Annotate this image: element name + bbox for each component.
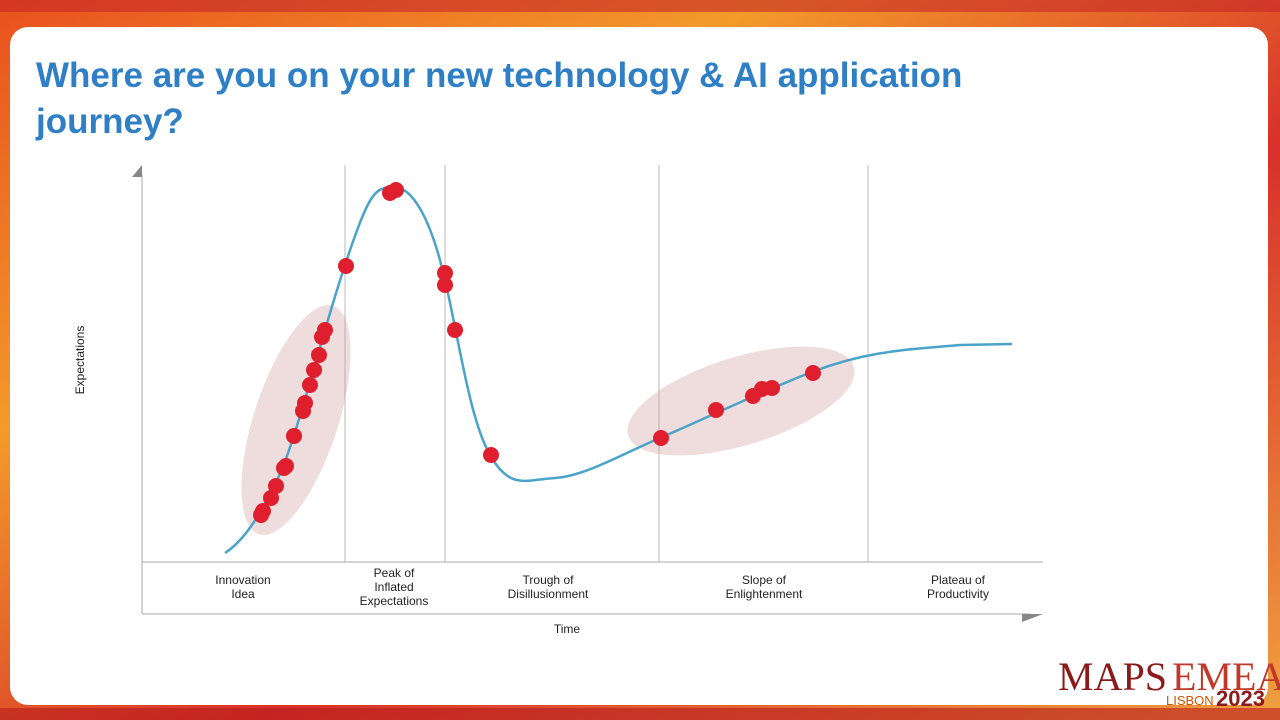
phase-label: Peak of Inflated Expectations (360, 566, 429, 608)
phase-label-line: Enlightenment (726, 587, 803, 601)
dot (278, 458, 294, 474)
dot (286, 428, 302, 444)
phase-label-line: Peak of (374, 566, 415, 580)
dot (263, 490, 279, 506)
y-axis-label: Expectations (73, 326, 87, 395)
x-arrow (1022, 614, 1043, 622)
response-dots (253, 182, 821, 523)
logo-region: EMEA (1172, 654, 1280, 699)
dot (317, 322, 333, 338)
phase-label-line: Expectations (360, 594, 429, 608)
highlight-ellipse (241, 305, 351, 535)
phase-label-line: Plateau of (931, 573, 986, 587)
logo-brand: MAPS (1058, 654, 1167, 699)
dot (437, 277, 453, 293)
dot (764, 380, 780, 396)
x-axis-label: Time (554, 622, 581, 636)
phase-labels: Innovation Idea Peak of Inflated Expectation… (215, 566, 989, 608)
logo: MAPS EMEA LISBON 2023 (1058, 654, 1280, 711)
frame-stripe (0, 708, 1280, 720)
logo-year: 2023 (1216, 686, 1265, 711)
phase-label: Innovation Idea (215, 573, 270, 601)
dot (338, 258, 354, 274)
dot (805, 365, 821, 381)
phase-label-line: Innovation (215, 573, 270, 587)
dividers (344, 165, 869, 562)
phase-label: Plateau of Productivity (927, 573, 989, 601)
dot (483, 447, 499, 463)
dot (653, 430, 669, 446)
dot (268, 478, 284, 494)
phase-label-line: Idea (231, 587, 255, 601)
dot (255, 503, 271, 519)
slide-title: Where are you on your new technology & A… (35, 56, 972, 141)
slide-card (10, 27, 1268, 705)
phase-label-line: Inflated (374, 580, 413, 594)
dot (302, 377, 318, 393)
dot (297, 395, 313, 411)
title-line: Where are you on your new technology & A… (36, 56, 962, 95)
dot (437, 265, 453, 281)
dot (708, 402, 724, 418)
dot (311, 347, 327, 363)
y-arrow (132, 165, 142, 177)
phase-label-line: Slope of (742, 573, 787, 587)
dot (447, 322, 463, 338)
phase-label-line: Productivity (927, 587, 989, 601)
logo-city: LISBON (1166, 693, 1214, 708)
phase-label: Trough of Disillusionment (508, 573, 589, 601)
phase-label: Slope of Enlightenment (726, 573, 803, 601)
dot (388, 182, 404, 198)
frame-stripe (0, 0, 1280, 12)
dot (306, 362, 322, 378)
phase-label-line: Disillusionment (508, 587, 589, 601)
phase-label-line: Trough of (523, 573, 575, 587)
title-line: journey? (35, 102, 184, 141)
